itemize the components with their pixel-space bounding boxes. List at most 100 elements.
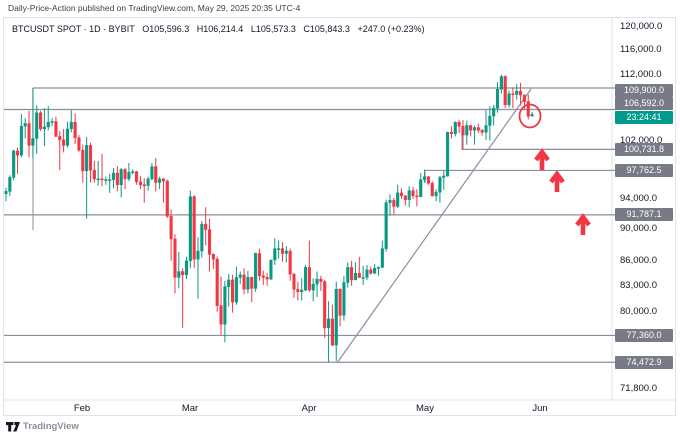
candle-body (449, 132, 453, 134)
candle-body (392, 200, 396, 207)
candle-body (58, 136, 62, 141)
candle-body (246, 277, 250, 290)
candle-body (135, 171, 139, 183)
candle-body (131, 171, 135, 173)
candle-body (388, 200, 392, 203)
candle-body (104, 179, 108, 181)
candle-body (361, 277, 365, 279)
chart-widget (3, 17, 676, 416)
candle-body (465, 125, 469, 136)
candle-body (327, 318, 331, 329)
candle-body (495, 89, 500, 109)
candle-body (269, 259, 273, 280)
candle-body (200, 223, 204, 252)
candle-body (430, 183, 434, 197)
price-tick-label: 86,000.0 (620, 255, 657, 267)
price-tick-label: 112,000.0 (620, 69, 662, 81)
candle-body (476, 127, 480, 131)
candle-body (442, 175, 446, 178)
candle-body (415, 195, 419, 198)
candle-body (319, 278, 323, 282)
candle-body (499, 76, 503, 90)
up-arrow-annotation (534, 148, 550, 162)
candle-body (108, 179, 112, 181)
candle-body (423, 176, 427, 180)
candle-body (73, 121, 77, 139)
candle-body (472, 127, 477, 131)
up-arrow-annotation (575, 213, 591, 227)
ohlc-change: +247.0 (+0.23%) (357, 24, 425, 34)
candle-body (446, 132, 450, 177)
candle-body (399, 192, 404, 197)
candle-body (376, 267, 381, 269)
candle-body (526, 101, 530, 117)
candle-body (384, 202, 388, 249)
candle-body (88, 145, 93, 171)
candle-body (365, 269, 369, 278)
price-tick-label: 116,000.0 (620, 44, 662, 56)
tradingview-logo[interactable]: TradingView (6, 421, 79, 432)
candle-body (62, 139, 66, 146)
price-tick-label: 120,000.0 (620, 20, 663, 32)
candle-body (111, 172, 116, 180)
candle-body (515, 90, 519, 95)
candle-body (227, 279, 231, 287)
candle-body (419, 179, 423, 197)
candle-body (207, 229, 212, 255)
candle-body (19, 125, 23, 156)
candle-body (12, 150, 16, 178)
candle-body (288, 250, 292, 275)
candle-body (254, 253, 258, 289)
candle-body (46, 121, 50, 128)
up-arrow-annotation (549, 170, 565, 184)
candle-body (403, 195, 407, 200)
candle-body (15, 150, 20, 156)
candle-body (407, 190, 411, 200)
price-level-badge: 109,900.0 (615, 83, 673, 97)
candle-body (300, 289, 304, 293)
price-tick-label: 80,000.0 (620, 306, 657, 318)
candle-body (181, 271, 185, 276)
candle-body (8, 177, 12, 192)
candle-body (161, 178, 165, 182)
candle-body (461, 125, 465, 136)
candle-body (42, 126, 46, 130)
tradingview-logo-text: TradingView (23, 421, 79, 432)
candle-body (242, 274, 246, 290)
candle-body (311, 283, 315, 291)
candle-body (434, 191, 438, 197)
candle-body (123, 169, 127, 180)
candle-body (296, 288, 300, 293)
candle-body (192, 196, 196, 260)
candle-body (396, 192, 400, 207)
candle-body (369, 269, 373, 274)
time-tick-label: Jun (532, 403, 548, 414)
candle-body (119, 169, 123, 185)
price-tick-label: 90,000.0 (620, 223, 657, 235)
candle-body (23, 123, 27, 127)
candle-body (35, 112, 39, 139)
candle-body (196, 250, 200, 260)
candle-body (273, 248, 277, 261)
candle-body (488, 115, 492, 126)
candle-body (188, 196, 192, 262)
price-level-badge: 77,360.0 (615, 328, 673, 342)
candle-body (303, 267, 308, 291)
candle-body (530, 114, 534, 117)
candle-body (138, 181, 142, 185)
candle-body (250, 277, 254, 289)
time-tick-label: May (416, 403, 434, 414)
candle-body (265, 277, 269, 280)
candle-body (484, 125, 488, 133)
trendline (336, 88, 532, 364)
candle-body (350, 267, 354, 281)
candle-body (92, 169, 96, 180)
price-level-badge: 100,731.8 (615, 142, 673, 156)
candle-body (158, 178, 162, 183)
time-tick-label: Mar (181, 403, 199, 414)
candle-body (323, 281, 327, 329)
candle-body (165, 180, 169, 217)
candle-body (184, 260, 189, 276)
candle-body (100, 178, 104, 181)
